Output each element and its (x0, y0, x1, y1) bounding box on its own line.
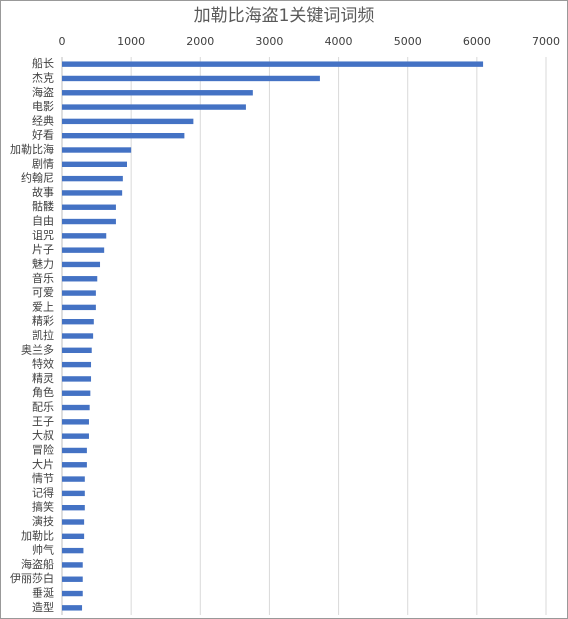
x-tick-label: 7000 (532, 35, 560, 48)
bar (62, 590, 83, 597)
y-tick-label: 电影 (32, 100, 54, 113)
bar (62, 605, 83, 611)
bar (62, 90, 253, 96)
bar (62, 104, 246, 110)
x-tick-label: 2000 (186, 35, 214, 48)
y-tick-label: 冒险 (32, 442, 54, 456)
bar (62, 404, 90, 411)
bar (62, 132, 185, 139)
y-tick-label: 奥兰多 (21, 342, 54, 356)
bar (62, 476, 85, 482)
y-tick-label: 可爱 (32, 286, 54, 299)
y-tick-label: 船长 (32, 56, 54, 70)
y-tick-label: 角色 (32, 385, 54, 399)
y-tick-label: 特效 (32, 357, 54, 371)
y-tick-label: 精彩 (32, 315, 54, 328)
y-tick-label: 片子 (32, 243, 54, 256)
bar (62, 562, 83, 568)
bar (62, 333, 94, 339)
chart-title: 加勒比海盗1关键词词频 (194, 6, 375, 26)
x-tick-label: 6000 (463, 35, 491, 48)
bar (62, 533, 85, 540)
y-tick-label: 经典 (32, 113, 54, 127)
y-tick-label: 王子 (32, 415, 54, 428)
bar (62, 161, 127, 168)
y-tick-label: 诅咒 (32, 229, 54, 242)
x-tick-label: 1000 (117, 35, 145, 48)
y-tick-label: 搞笑 (32, 500, 54, 514)
bar (62, 419, 89, 425)
bar (62, 147, 132, 153)
y-tick-label: 演技 (32, 514, 54, 528)
y-tick-label: 音乐 (32, 271, 54, 285)
bar (62, 218, 116, 225)
y-tick-label: 故事 (32, 185, 54, 199)
bar (62, 490, 85, 497)
y-tick-label: 帅气 (32, 543, 54, 557)
y-tick-label: 魅力 (32, 256, 54, 270)
y-tick-label: 伊丽莎白 (10, 571, 54, 585)
y-tick-label: 大叔 (32, 428, 54, 442)
y-tick-label: 好看 (32, 128, 54, 142)
y-tick-label: 杰克 (32, 71, 54, 84)
x-tick-label: 3000 (255, 35, 283, 48)
bar (62, 361, 92, 368)
bar (62, 304, 96, 311)
y-tick-label: 精灵 (32, 372, 54, 385)
y-tick-label: 海盗船 (21, 557, 54, 571)
bar (62, 276, 98, 282)
bar (62, 504, 85, 511)
bar (62, 547, 84, 554)
bar (62, 390, 91, 396)
bar (62, 247, 105, 253)
bar (62, 576, 83, 582)
bar (62, 347, 92, 354)
y-tick-label: 造型 (32, 600, 54, 614)
y-tick-label: 加勒比海 (10, 142, 54, 156)
bar (62, 204, 116, 210)
bar (62, 433, 89, 439)
bar (62, 75, 320, 82)
x-tick-label: 0 (59, 35, 66, 48)
y-tick-label: 配乐 (32, 401, 54, 414)
y-tick-label: 凯拉 (32, 328, 54, 342)
y-tick-label: 约翰尼 (21, 171, 54, 185)
bar (62, 61, 484, 67)
y-tick-label: 情节 (32, 472, 54, 485)
y-tick-label: 剧情 (32, 157, 54, 170)
bar (62, 462, 87, 468)
y-tick-label: 爱上 (32, 300, 54, 313)
bar (62, 447, 87, 454)
y-tick-label: 大片 (32, 457, 54, 471)
y-tick-label: 骷髅 (32, 199, 54, 213)
bar (62, 318, 94, 325)
bar (62, 233, 107, 239)
y-tick-label: 海盗 (32, 85, 54, 99)
bar (62, 261, 101, 268)
bar (62, 175, 123, 182)
x-tick-label: 4000 (325, 35, 353, 48)
bar (62, 519, 85, 525)
bar (62, 118, 194, 125)
bar (62, 190, 123, 196)
bar (62, 376, 92, 382)
y-tick-label: 记得 (32, 486, 54, 499)
bar (62, 290, 96, 296)
x-tick-label: 5000 (394, 35, 422, 48)
y-tick-label: 垂涎 (32, 586, 54, 600)
y-tick-label: 加勒比 (21, 529, 54, 542)
y-tick-label: 自由 (32, 214, 54, 228)
